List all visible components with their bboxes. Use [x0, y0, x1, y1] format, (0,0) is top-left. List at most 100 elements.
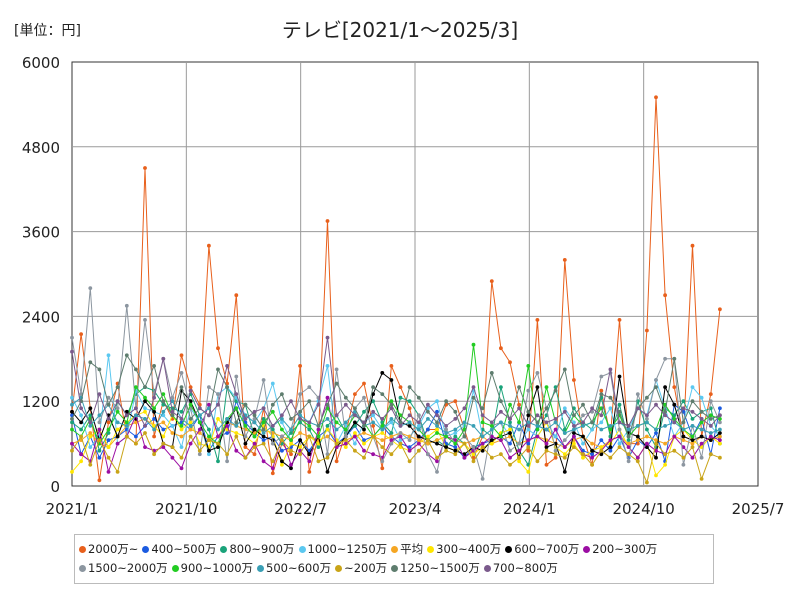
legend-item: 平均 — [391, 540, 423, 559]
data-point — [708, 434, 713, 439]
data-point — [380, 371, 385, 375]
data-point — [234, 293, 239, 298]
data-point — [690, 441, 695, 446]
data-point — [362, 395, 366, 400]
data-point — [553, 388, 558, 393]
data-point — [371, 452, 375, 457]
data-point — [270, 402, 275, 407]
data-point — [407, 424, 412, 428]
data-point — [590, 427, 594, 432]
data-point — [453, 445, 458, 449]
data-point — [389, 441, 394, 446]
data-point — [243, 445, 248, 449]
data-point — [115, 427, 120, 432]
data-point — [608, 455, 613, 460]
data-point — [188, 427, 193, 432]
data-point — [197, 427, 202, 432]
data-point — [690, 243, 695, 248]
data-point — [353, 413, 357, 418]
data-point — [88, 424, 93, 428]
data-point — [298, 452, 302, 457]
data-point — [143, 166, 147, 170]
legend-marker — [220, 546, 228, 553]
data-point — [152, 406, 157, 411]
data-point — [499, 434, 503, 439]
data-point — [353, 448, 357, 453]
data-point — [562, 452, 567, 457]
data-point — [106, 438, 111, 442]
data-point — [617, 434, 622, 439]
data-point — [334, 420, 339, 425]
legend-label: 400~500万 — [151, 542, 217, 556]
data-point — [70, 417, 74, 421]
data-point — [170, 399, 175, 404]
data-point — [453, 452, 458, 457]
data-point — [197, 406, 202, 411]
data-point — [170, 424, 175, 428]
data-point — [115, 441, 120, 446]
data-point — [608, 406, 613, 411]
data-point — [416, 395, 421, 400]
data-point — [325, 395, 330, 400]
data-point — [663, 385, 667, 389]
data-point — [398, 431, 403, 435]
data-point — [307, 434, 312, 439]
legend-item: 200~300万 — [583, 540, 657, 559]
data-point — [517, 459, 521, 464]
data-point — [654, 455, 658, 460]
data-point — [590, 420, 594, 425]
data-point — [225, 431, 230, 435]
data-point — [362, 431, 366, 435]
data-point — [718, 427, 722, 432]
data-point — [243, 441, 248, 446]
data-point — [106, 395, 111, 400]
data-point — [207, 402, 211, 407]
series-line — [71, 372, 721, 473]
data-point — [216, 402, 220, 407]
data-point — [134, 434, 138, 439]
legend-marker — [298, 546, 306, 553]
data-point — [334, 459, 339, 464]
data-point — [699, 395, 704, 400]
data-point — [124, 424, 129, 428]
data-point — [517, 455, 521, 460]
data-point — [252, 409, 257, 414]
data-point — [535, 434, 540, 439]
data-point — [562, 445, 567, 449]
data-point — [489, 438, 494, 442]
data-point — [535, 420, 540, 425]
data-point — [480, 441, 485, 446]
data-point — [343, 402, 348, 407]
data-point — [70, 395, 74, 400]
data-point — [97, 448, 102, 453]
data-point — [398, 385, 403, 389]
data-point — [334, 445, 339, 449]
data-point — [599, 420, 604, 425]
data-point — [489, 371, 494, 375]
data-point — [380, 466, 385, 471]
data-point — [544, 427, 549, 432]
legend-marker — [583, 546, 591, 553]
data-point — [252, 445, 257, 449]
data-point — [581, 402, 585, 407]
data-point — [307, 459, 312, 464]
data-point — [197, 448, 202, 453]
data-point — [672, 413, 677, 418]
data-point — [88, 360, 93, 365]
x-tick-label: 2021/10 — [155, 500, 217, 518]
data-point — [444, 445, 448, 449]
data-point — [280, 413, 284, 418]
data-point — [453, 399, 458, 404]
data-point — [353, 420, 357, 425]
data-point — [188, 388, 193, 393]
data-point — [353, 441, 357, 446]
data-point — [699, 420, 704, 425]
data-point — [480, 477, 485, 481]
data-point — [617, 441, 622, 446]
data-point — [389, 378, 394, 382]
data-point — [462, 420, 467, 425]
data-point — [416, 438, 421, 442]
data-point — [444, 427, 448, 432]
data-point — [161, 356, 166, 361]
data-point — [553, 420, 558, 425]
